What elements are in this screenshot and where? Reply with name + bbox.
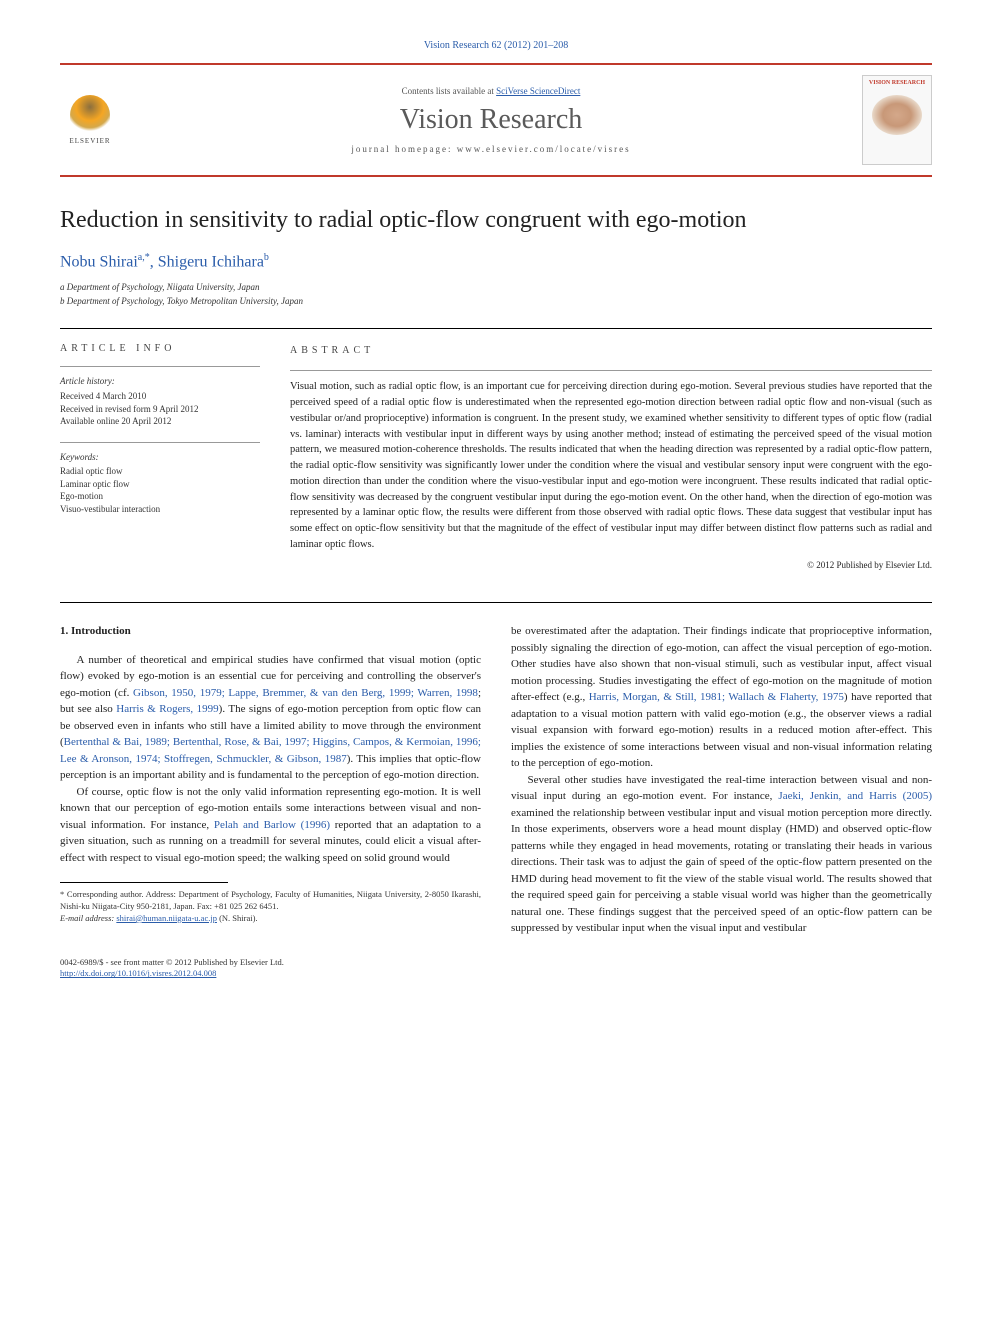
article-info-column: ARTICLE INFO Article history: Received 4… <box>60 343 260 572</box>
section-heading-1: 1. Introduction <box>60 623 481 640</box>
article-history: Article history: Received 4 March 2010 R… <box>60 366 260 427</box>
history-item: Received 4 March 2010 <box>60 390 260 403</box>
corresponding-author: * Corresponding author. Address: Departm… <box>60 889 481 913</box>
citation-link[interactable]: Harris & Rogers, 1999 <box>116 703 218 715</box>
journal-name: Vision Research <box>120 104 862 136</box>
banner-center: Contents lists available at SciVerse Sci… <box>120 86 862 154</box>
email-link[interactable]: shirai@human.niigata-u.ac.jp <box>116 913 217 923</box>
keyword: Ego-motion <box>60 490 260 503</box>
keyword: Visuo-vestibular interaction <box>60 503 260 516</box>
body-left-column: 1. Introduction A number of theoretical … <box>60 623 481 937</box>
cover-title: VISION RESEARCH <box>869 80 925 87</box>
paragraph: be overestimated after the adaptation. T… <box>511 623 932 772</box>
paragraph: A number of theoretical and empirical st… <box>60 652 481 784</box>
footnotes: * Corresponding author. Address: Departm… <box>60 889 481 925</box>
journal-cover[interactable]: VISION RESEARCH <box>862 75 932 165</box>
sciencedirect-link[interactable]: SciVerse ScienceDirect <box>496 86 580 96</box>
abstract-label: ABSTRACT <box>290 343 932 358</box>
affiliations: a Department of Psychology, Niigata Univ… <box>60 281 932 308</box>
email-label: E-mail address: <box>60 913 116 923</box>
paragraph: Of course, optic flow is not the only va… <box>60 784 481 867</box>
body-right-column: be overestimated after the adaptation. T… <box>511 623 932 937</box>
journal-banner: ELSEVIER Contents lists available at Sci… <box>60 63 932 177</box>
header-citation: Vision Research 62 (2012) 201–208 <box>60 40 932 51</box>
bottom-meta: 0042-6989/$ - see front matter © 2012 Pu… <box>60 957 932 981</box>
author-2-sup: b <box>264 252 269 263</box>
info-abstract-row: ARTICLE INFO Article history: Received 4… <box>60 328 932 572</box>
history-title: Article history: <box>60 375 260 388</box>
citation-link[interactable]: Gibson, 1950, 1979; Lappe, Bremmer, & va… <box>133 687 478 699</box>
elsevier-tree-icon <box>70 95 110 135</box>
article-title: Reduction in sensitivity to radial optic… <box>60 207 932 234</box>
citation-link[interactable]: Jaeki, Jenkin, and Harris (2005) <box>778 790 932 802</box>
homepage-prefix: journal homepage: <box>351 144 456 154</box>
author-2[interactable]: Shigeru Ichihara <box>158 253 264 270</box>
authors: Nobu Shiraia,*, Shigeru Ichiharab <box>60 252 932 271</box>
email-line: E-mail address: shirai@human.niigata-u.a… <box>60 913 481 925</box>
keywords-block: Keywords: Radial optic flow Laminar opti… <box>60 442 260 516</box>
author-1-sup: a,* <box>138 252 150 263</box>
history-item: Received in revised form 9 April 2012 <box>60 403 260 416</box>
abstract-copyright: © 2012 Published by Elsevier Ltd. <box>290 559 932 573</box>
email-suffix: (N. Shirai). <box>217 913 258 923</box>
issn-line: 0042-6989/$ - see front matter © 2012 Pu… <box>60 957 932 969</box>
keywords-title: Keywords: <box>60 451 260 464</box>
abstract-text: Visual motion, such as radial optic flow… <box>290 370 932 552</box>
publisher-name: ELSEVIER <box>69 137 110 145</box>
affiliation-a: a Department of Psychology, Niigata Univ… <box>60 281 932 295</box>
author-sep: , <box>150 253 158 270</box>
contents-line: Contents lists available at SciVerse Sci… <box>120 86 862 96</box>
contents-prefix: Contents lists available at <box>402 86 496 96</box>
doi-link[interactable]: http://dx.doi.org/10.1016/j.visres.2012.… <box>60 968 216 978</box>
article-info-label: ARTICLE INFO <box>60 343 260 354</box>
text-run: examined the relationship between vestib… <box>511 807 932 935</box>
homepage-url[interactable]: www.elsevier.com/locate/visres <box>457 144 631 154</box>
paragraph: Several other studies have investigated … <box>511 772 932 937</box>
abstract-column: ABSTRACT Visual motion, such as radial o… <box>290 343 932 572</box>
affiliation-b: b Department of Psychology, Tokyo Metrop… <box>60 295 932 309</box>
publisher-logo[interactable]: ELSEVIER <box>60 90 120 150</box>
footnote-separator <box>60 882 228 883</box>
citation-link[interactable]: Pelah and Barlow (1996) <box>214 819 330 831</box>
history-item: Available online 20 April 2012 <box>60 415 260 428</box>
citation-link[interactable]: Harris, Morgan, & Still, 1981; Wallach &… <box>589 691 844 703</box>
body-columns: 1. Introduction A number of theoretical … <box>60 602 932 937</box>
keyword: Radial optic flow <box>60 465 260 478</box>
homepage-line: journal homepage: www.elsevier.com/locat… <box>120 144 862 154</box>
author-1[interactable]: Nobu Shirai <box>60 253 138 270</box>
cover-image-icon <box>872 95 922 135</box>
keyword: Laminar optic flow <box>60 478 260 491</box>
